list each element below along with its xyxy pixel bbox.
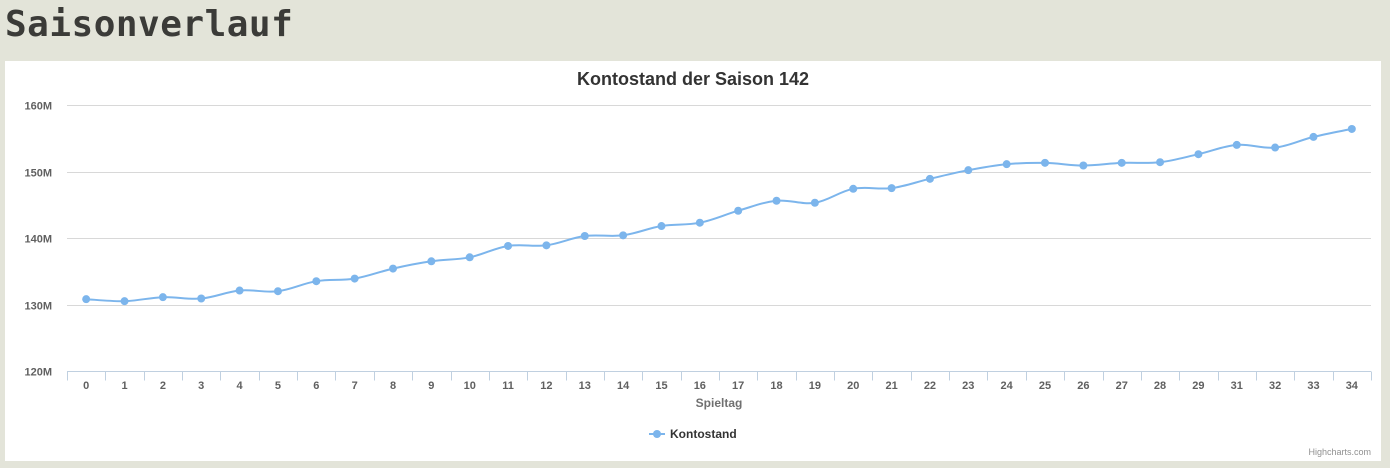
data-point[interactable] <box>235 286 244 295</box>
x-axis-title: Spieltag <box>696 396 743 410</box>
data-point[interactable] <box>734 206 743 215</box>
legend-item-kontostand[interactable]: Kontostand <box>670 427 737 441</box>
x-tick-label: 0 <box>83 380 89 392</box>
data-point[interactable] <box>1194 150 1203 159</box>
series-line <box>86 127 1353 303</box>
credits-link[interactable]: Highcharts.com <box>1308 447 1371 457</box>
x-tick-label: 21 <box>885 380 897 392</box>
data-point[interactable] <box>1347 124 1356 133</box>
y-axis-labels: 120M 130M 140M 150M 160M <box>24 101 52 379</box>
data-point[interactable] <box>1156 158 1165 167</box>
y-tick-label: 140M <box>24 234 52 246</box>
x-tick-label: 7 <box>352 380 358 392</box>
data-point[interactable] <box>1117 158 1126 167</box>
data-point[interactable] <box>197 294 206 303</box>
x-tick-label: 23 <box>962 380 974 392</box>
chart-container: Kontostand der Saison 142 120M 130M 140M 15… <box>5 61 1381 461</box>
data-point[interactable] <box>772 196 781 205</box>
x-axis: 0 1 2 3 4 5 6 7 8 9 10 11 12 13 14 15 16 17 18 19 20 21 22 23 24… <box>67 371 1372 392</box>
x-tick-label: 2 <box>160 380 166 392</box>
y-tick-label: 130M <box>24 301 52 313</box>
x-tick-label: 24 <box>1001 380 1014 392</box>
series-line-kontostand <box>86 127 1353 303</box>
x-tick-label: 32 <box>1269 380 1281 392</box>
data-point[interactable] <box>657 222 666 231</box>
data-point[interactable] <box>964 166 973 175</box>
x-tick-label: 25 <box>1039 380 1051 392</box>
data-point[interactable] <box>1232 140 1241 149</box>
x-tick-label: 10 <box>464 380 476 392</box>
series-points[interactable] <box>82 124 1356 306</box>
x-tick-label: 14 <box>617 380 630 392</box>
x-tick-label: 16 <box>694 380 706 392</box>
x-tick-label: 13 <box>579 380 591 392</box>
legend[interactable]: Kontostand <box>649 427 737 441</box>
x-tick-label: 12 <box>540 380 552 392</box>
x-tick-label: 22 <box>924 380 936 392</box>
data-point[interactable] <box>312 277 321 286</box>
data-point[interactable] <box>120 297 129 306</box>
x-tick-label: 33 <box>1307 380 1319 392</box>
x-tick-label: 17 <box>732 380 744 392</box>
data-point[interactable] <box>1041 158 1049 167</box>
data-point[interactable] <box>82 295 91 304</box>
x-tick-label: 9 <box>428 380 434 392</box>
x-tick-label: 3 <box>198 380 204 392</box>
x-tick-label: 27 <box>1116 380 1128 392</box>
data-point[interactable] <box>580 232 589 241</box>
y-tick-label: 120M <box>24 367 52 379</box>
data-point[interactable] <box>389 264 397 273</box>
data-point[interactable] <box>1002 160 1011 169</box>
data-point[interactable] <box>887 184 896 193</box>
x-tick-label: 28 <box>1154 380 1166 392</box>
data-point[interactable] <box>695 218 704 227</box>
data-point[interactable] <box>465 253 474 262</box>
x-tick-label: 5 <box>275 380 281 392</box>
legend-series-marker <box>653 430 661 438</box>
line-chart: Kontostand der Saison 142 120M130M140M15… <box>24 69 1372 457</box>
data-point[interactable] <box>158 293 167 302</box>
x-tick-label: 31 <box>1231 380 1243 392</box>
x-tick-label: 11 <box>502 380 514 392</box>
data-point[interactable] <box>350 274 359 283</box>
data-point[interactable] <box>619 231 628 240</box>
data-point[interactable] <box>273 287 282 296</box>
x-tick-label: 19 <box>809 380 821 392</box>
x-tick-label: 34 <box>1346 380 1359 392</box>
x-tick-label: 18 <box>770 380 782 392</box>
x-tick-label: 15 <box>655 380 667 392</box>
x-tick-label: 1 <box>121 380 127 392</box>
data-point[interactable] <box>427 257 436 266</box>
y-gridlines <box>67 105 1371 306</box>
x-tick-label: 6 <box>313 380 319 392</box>
data-point[interactable] <box>1271 143 1280 152</box>
x-tick-label: 4 <box>237 380 244 392</box>
x-tick-label: 26 <box>1077 380 1089 392</box>
page-heading: Saisonverlauf <box>5 4 294 45</box>
data-point[interactable] <box>925 174 934 183</box>
x-tick-label: 29 <box>1192 380 1204 392</box>
data-point[interactable] <box>504 241 513 250</box>
chart-title: Kontostand der Saison 142 <box>577 69 809 89</box>
data-point[interactable] <box>849 184 858 193</box>
x-tick-label: 8 <box>390 380 396 392</box>
y-tick-label: 160M <box>24 101 52 113</box>
data-point[interactable] <box>542 241 551 250</box>
data-point[interactable] <box>1309 132 1318 141</box>
x-tick-label: 20 <box>847 380 859 392</box>
data-point[interactable] <box>810 198 819 207</box>
y-tick-label: 150M <box>24 168 52 180</box>
data-point[interactable] <box>1079 161 1088 170</box>
